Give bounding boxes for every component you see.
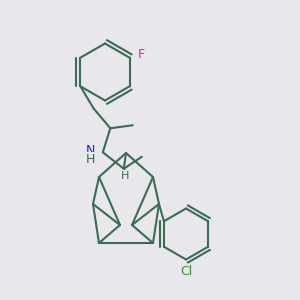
Text: F: F bbox=[138, 48, 145, 61]
Text: Cl: Cl bbox=[180, 265, 192, 278]
Text: N: N bbox=[86, 144, 95, 157]
Text: H: H bbox=[121, 171, 130, 181]
Text: H: H bbox=[86, 153, 95, 166]
